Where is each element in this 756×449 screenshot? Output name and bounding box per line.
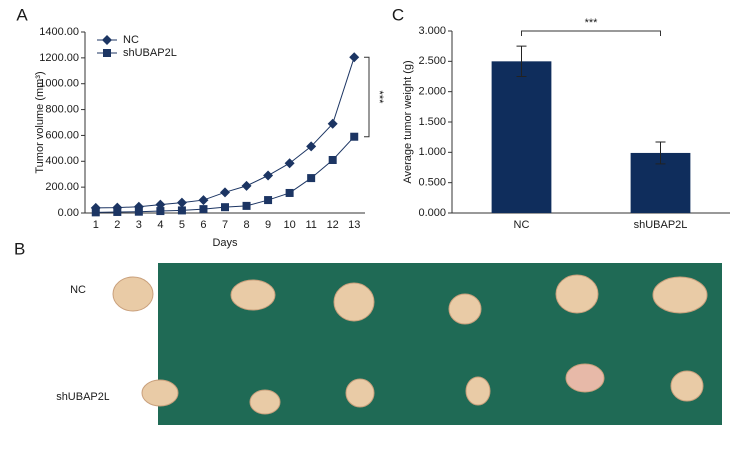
error-bar [516,45,527,77]
marker [349,52,360,63]
significance-bracket [521,30,661,36]
y-tick-label: 0.000 [418,207,446,219]
x-tick-label: 8 [243,219,249,231]
series-line [95,136,355,213]
y-tick-label: 1.500 [418,116,446,128]
annotation: *** [373,91,385,105]
x-tick-label: 3 [136,219,142,231]
marker [264,196,273,205]
y-tick-label: 1400.00 [39,26,79,38]
legend-marker [103,49,111,57]
y-tick-label: 400.00 [45,155,79,167]
y-axis-label: Average tumor weight (g) [402,60,414,183]
marker [220,187,230,198]
y-tick-label: 1200.00 [39,52,79,64]
error-bar [655,141,666,165]
marker [327,118,338,129]
marker [350,132,359,141]
x-tick-label: 9 [265,219,271,231]
legend-label: NC [123,34,139,46]
x-tick-label: 5 [179,219,185,231]
y-tick-label: 800.00 [45,103,79,115]
marker [241,180,252,191]
y-tick-label: 2.000 [418,86,446,98]
x-tick-label: 10 [283,219,295,231]
x-tick-label: 12 [327,219,339,231]
annotation: *** [585,17,599,29]
legend-marker [102,35,112,45]
x-tick-label: NC [514,219,530,231]
marker [113,207,122,216]
x-tick-label: shUBAP2L [634,219,688,231]
marker [221,203,229,212]
row-label: NC [70,284,86,296]
marker [176,197,187,208]
panel-label: A [16,5,28,24]
marker [263,170,274,181]
y-axis-label: Tumor volume (mm³) [34,71,46,173]
legend-label: shUBAP2L [123,47,177,59]
x-tick-label: 4 [157,219,163,231]
significance-bracket [364,56,370,138]
marker [91,208,100,217]
y-tick-label: 0.00 [58,207,79,219]
x-tick-label: 7 [222,219,228,231]
x-tick-label: 11 [305,219,316,231]
marker [306,141,317,152]
y-tick-label: 200.00 [45,181,79,193]
marker [307,174,316,183]
marker [284,158,295,169]
y-tick-label: 2.500 [418,55,446,67]
marker [134,207,143,216]
marker [156,207,165,216]
scale-bar-label: 1 cm [106,391,133,405]
y-tick-label: 3.000 [418,25,446,37]
photo: 1 cm [106,263,722,425]
y-tick-label: 0.500 [418,177,446,189]
bar [491,61,552,214]
panel-label: B [14,239,25,258]
marker [328,155,337,164]
row-label: shUBAP2L [56,391,110,403]
marker [285,188,294,197]
panel-label: C [392,5,404,24]
x-tick-label: 1 [93,219,99,231]
marker [242,201,251,210]
y-tick-label: 1.000 [418,146,446,158]
y-tick-label: 1000.00 [39,78,79,90]
x-tick-label: 6 [200,219,206,231]
marker [199,205,208,214]
x-tick-label: 13 [348,219,360,231]
series-line [95,57,355,209]
x-axis-label: Days [212,237,238,249]
marker [177,206,186,215]
x-tick-label: 2 [114,219,120,231]
marker [198,195,209,206]
y-tick-label: 600.00 [45,129,79,141]
